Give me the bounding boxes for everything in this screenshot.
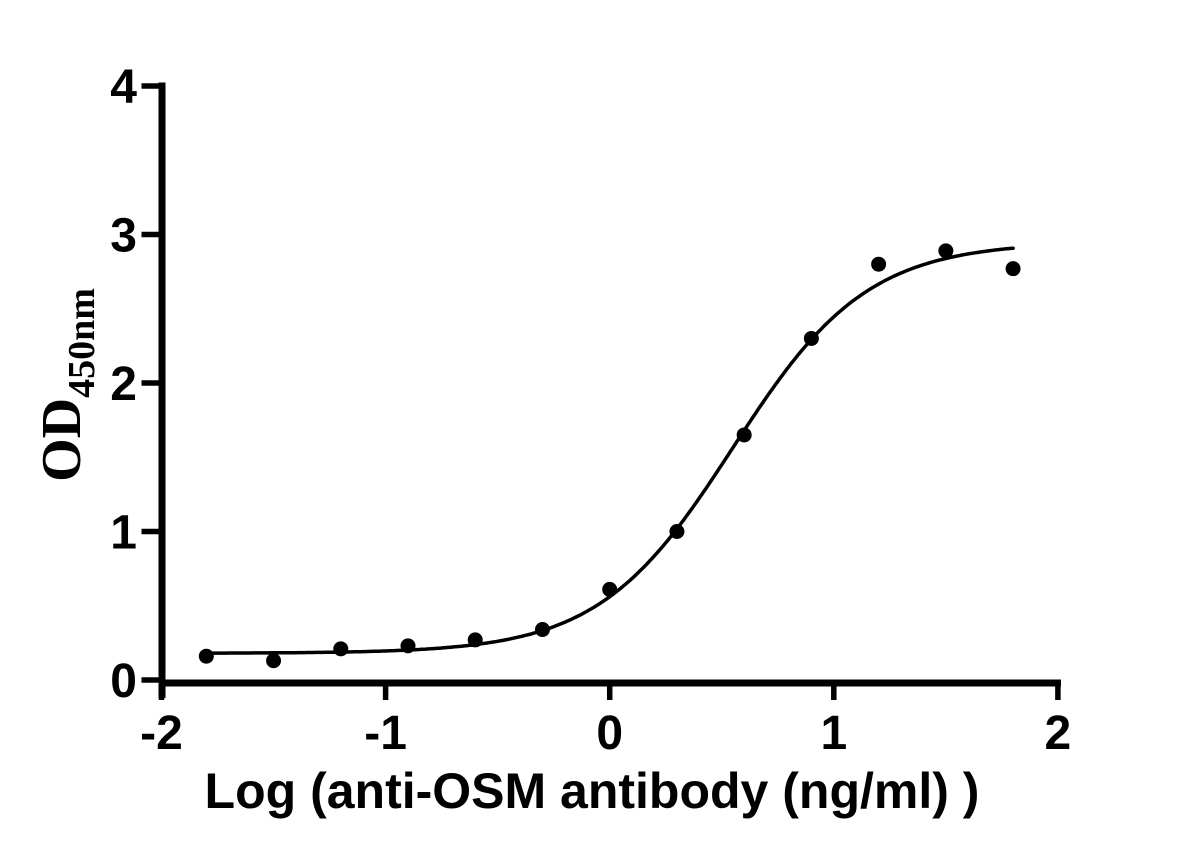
y-tick-label: 3 (110, 210, 137, 263)
data-point (467, 632, 483, 648)
data-point (400, 638, 416, 654)
x-tick-label: 2 (1045, 707, 1072, 760)
y-axis-title-subscript: 450nm (61, 288, 103, 398)
tick-labels: 0 1 2 3 4 -2 -1 0 1 2 (110, 61, 1071, 760)
data-point (736, 427, 752, 443)
data-point (534, 622, 550, 638)
data-point (669, 524, 685, 539)
data-point (938, 243, 954, 259)
x-tick-label: -2 (140, 707, 183, 760)
y-tick-label: 1 (110, 507, 137, 560)
x-tick-label: 0 (596, 707, 623, 760)
data-point (266, 653, 282, 669)
y-axis-title: OD450nm (31, 288, 103, 482)
axes (141, 82, 1061, 700)
y-axis-title-main: OD (31, 398, 93, 482)
data-point (198, 648, 214, 664)
x-tick-label: 1 (820, 707, 847, 760)
data-point (1005, 261, 1021, 277)
x-tick-label: -1 (364, 707, 407, 760)
data-point (871, 256, 887, 272)
y-tick-label: 0 (110, 655, 137, 708)
y-tick-label: 4 (110, 61, 137, 114)
x-axis-title: Log (anti-OSM antibody (ng/ml) ) (205, 763, 980, 819)
data-point (602, 581, 618, 597)
data-points (198, 243, 1021, 669)
y-tick-label: 2 (110, 358, 137, 411)
data-point (333, 641, 349, 657)
data-point (803, 330, 819, 346)
